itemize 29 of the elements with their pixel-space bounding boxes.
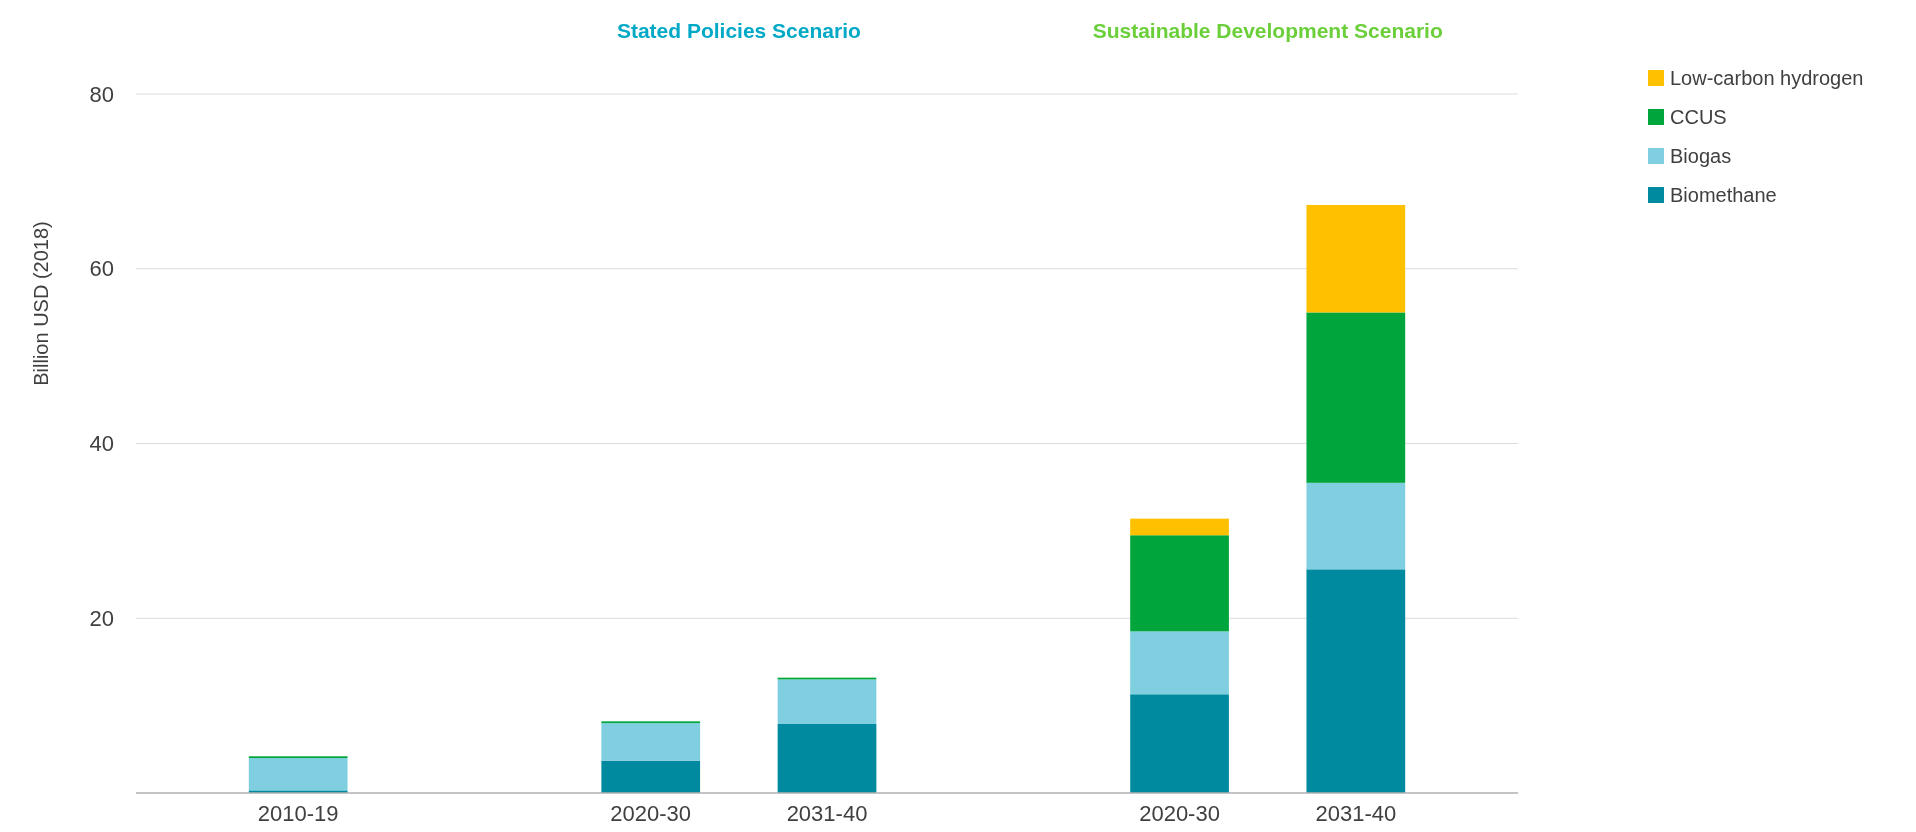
legend-label: Biomethane xyxy=(1670,184,1777,206)
legend-label: CCUS xyxy=(1670,106,1727,128)
x-tick-label: 2020-30 xyxy=(1139,801,1220,826)
y-tick-label: 60 xyxy=(89,256,114,282)
x-tick-label: 2031-40 xyxy=(786,801,868,826)
x-tick-label: 2020-30 xyxy=(610,801,692,826)
bar xyxy=(248,758,348,791)
x-tick-label: 2010-19 xyxy=(257,801,339,826)
bar xyxy=(1130,694,1229,793)
text: Stated Policies Scenario xyxy=(616,19,861,42)
bar xyxy=(1130,518,1229,536)
legend-label: Low-carbon hydrogen xyxy=(1670,67,1864,89)
text: Sustainable Development Scenario xyxy=(1092,19,1443,42)
bar xyxy=(1306,204,1406,313)
legend-label: Biogas xyxy=(1670,145,1732,167)
x-tick-label: 2031-40 xyxy=(1315,801,1397,826)
bar xyxy=(777,723,877,793)
bar xyxy=(1306,569,1406,793)
bar xyxy=(601,760,701,793)
y-tick-label: 40 xyxy=(89,431,114,457)
y-tick-label: 80 xyxy=(89,81,114,107)
y-axis-title: Billion USD (2018) xyxy=(30,221,52,386)
bar xyxy=(1130,631,1229,695)
bar xyxy=(1306,312,1406,483)
bar xyxy=(1306,482,1406,570)
bar xyxy=(777,679,877,724)
y-tick-label: 20 xyxy=(89,605,114,631)
bar xyxy=(601,723,701,761)
bar xyxy=(1130,535,1229,632)
